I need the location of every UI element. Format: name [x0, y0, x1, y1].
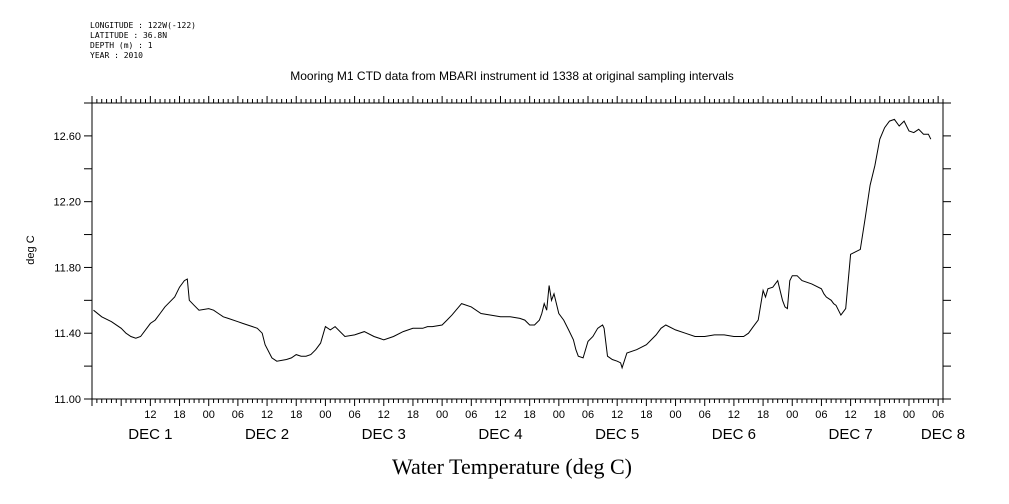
x-hour-tick-label: 06 — [582, 409, 594, 421]
x-hour-tick-label: 00 — [786, 409, 798, 421]
x-hour-tick-label: 18 — [757, 409, 769, 421]
x-hour-tick-label: 12 — [728, 409, 740, 421]
year-text: YEAR : 2010 — [90, 51, 143, 60]
y-tick-label: 12.20 — [53, 197, 81, 209]
x-hour-tick-label: 06 — [348, 409, 360, 421]
x-hour-tick-label: 18 — [640, 409, 652, 421]
axis-tick-labels: 12 18 00 06 12 18 00 06 12 18 00 06 12 18 00 06 12 18 00 06… — [53, 131, 965, 443]
x-day-label: DEC 1 — [128, 426, 172, 443]
x-hour-tick-label: 12 — [261, 409, 273, 421]
x-hour-tick-label: 06 — [465, 409, 477, 421]
x-hour-tick-label: 18 — [407, 409, 419, 421]
x-day-label: DEC 5 — [595, 426, 639, 443]
y-tick-label: 11.00 — [54, 394, 81, 406]
x-hour-tick-label: 12 — [611, 409, 623, 421]
x-hour-tick-label: 00 — [436, 409, 448, 421]
x-hour-tick-label: 18 — [874, 409, 886, 421]
latitude-text: LATITUDE : 36.8N — [90, 31, 168, 40]
x-hour-tick-label: 18 — [290, 409, 302, 421]
metadata-block: LONGITUDE : 122W(-122) LATITUDE : 36.8N … — [90, 21, 196, 61]
y-tick-label: 11.80 — [54, 262, 81, 274]
x-day-label: DEC 2 — [245, 426, 289, 443]
x-day-label: DEC 8 — [921, 426, 965, 443]
x-hour-tick-label: 06 — [232, 409, 244, 421]
y-tick-label: 11.40 — [54, 328, 81, 340]
x-axis-label: Water Temperature (deg C) — [392, 454, 632, 479]
x-hour-tick-label: 00 — [903, 409, 915, 421]
y-tick-label: 12.60 — [53, 131, 81, 143]
x-day-label: DEC 6 — [712, 426, 756, 443]
x-hour-tick-label: 00 — [553, 409, 565, 421]
y-axis-label: deg C — [25, 235, 37, 264]
plot-frame — [91, 102, 944, 400]
x-hour-tick-label: 12 — [144, 409, 156, 421]
x-day-label: DEC 3 — [362, 426, 406, 443]
x-hour-tick-label: 06 — [815, 409, 827, 421]
x-hour-tick-label: 18 — [173, 409, 185, 421]
temperature-series-line — [93, 118, 932, 370]
x-hour-tick-label: 12 — [494, 409, 506, 421]
x-hour-tick-label: 12 — [844, 409, 856, 421]
x-hour-tick-label: 00 — [203, 409, 215, 421]
longitude-text: LONGITUDE : 122W(-122) — [90, 21, 196, 30]
x-day-label: DEC 7 — [829, 426, 873, 443]
depth-text: DEPTH (m) : 1 — [90, 41, 153, 50]
x-hour-tick-label: 18 — [524, 409, 536, 421]
x-hour-tick-label: 00 — [319, 409, 331, 421]
x-hour-tick-label: 06 — [699, 409, 711, 421]
x-hour-tick-label: 06 — [932, 409, 944, 421]
chart-title: Mooring M1 CTD data from MBARI instrumen… — [290, 69, 734, 83]
x-hour-tick-label: 12 — [378, 409, 390, 421]
x-hour-tick-label: 00 — [669, 409, 681, 421]
axis-ticks — [84, 96, 951, 406]
x-day-label: DEC 4 — [478, 426, 522, 443]
